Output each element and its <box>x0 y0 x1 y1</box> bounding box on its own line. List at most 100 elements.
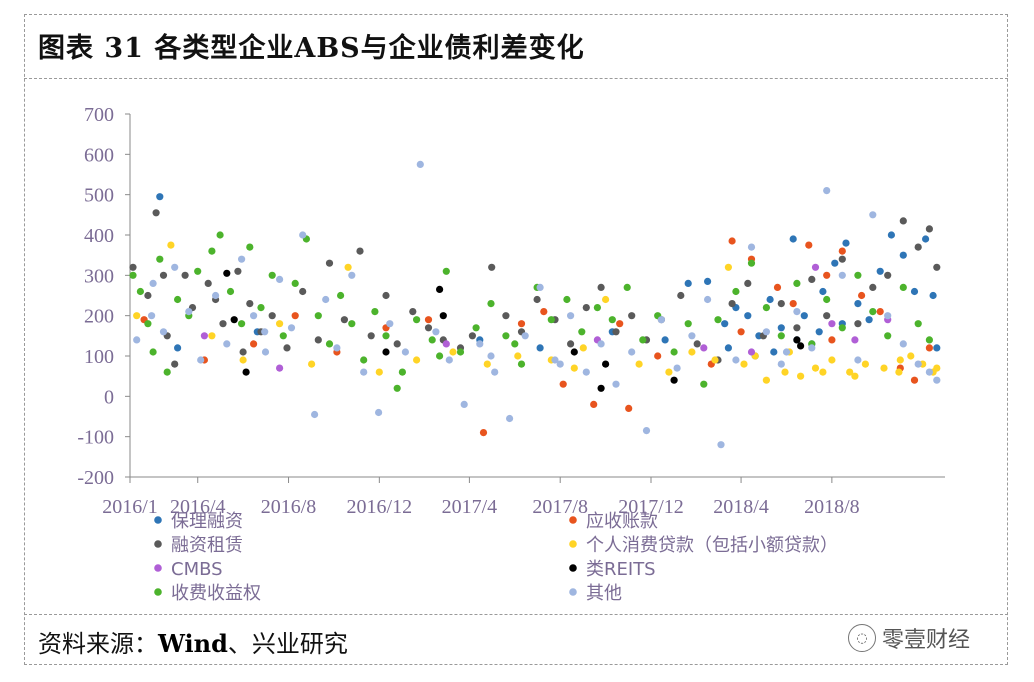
data-point <box>570 364 578 372</box>
x-tick-label: 2016/1 <box>102 496 158 518</box>
data-point <box>223 340 231 348</box>
data-point <box>393 340 401 348</box>
y-tick-label: 100 <box>84 346 114 368</box>
data-point <box>714 316 722 324</box>
data-point <box>579 344 587 352</box>
legend-label: 其他 <box>586 583 622 604</box>
data-point <box>793 336 801 344</box>
legend-label: 收费收益权 <box>171 583 261 604</box>
data-point <box>782 348 791 356</box>
data-point <box>578 328 586 336</box>
data-point <box>654 352 662 360</box>
data-point <box>348 271 356 279</box>
data-point <box>933 344 941 352</box>
data-point <box>688 332 696 340</box>
data-point <box>899 251 907 259</box>
data-point <box>914 360 922 368</box>
data-point <box>744 279 752 287</box>
data-point <box>728 237 736 245</box>
data-point <box>865 316 873 324</box>
data-point <box>899 340 907 348</box>
data-point <box>413 356 421 364</box>
data-point <box>416 160 424 168</box>
data-point <box>371 308 379 316</box>
data-point <box>925 344 934 352</box>
data-point <box>747 348 756 356</box>
data-point <box>257 304 265 312</box>
y-tick-label: 700 <box>84 104 114 126</box>
data-point <box>432 328 440 336</box>
data-point <box>314 336 322 344</box>
data-point <box>884 271 892 279</box>
data-point <box>238 255 246 263</box>
data-point <box>393 384 401 392</box>
data-point <box>144 291 152 300</box>
y-tick-label: 0 <box>104 386 114 408</box>
data-point <box>854 320 862 328</box>
data-point <box>732 356 740 364</box>
figure-title: 图表 31 各类型企业ABS与企业债利差变化 <box>38 33 585 64</box>
data-point <box>808 275 816 283</box>
data-point <box>869 283 877 291</box>
data-point <box>789 300 797 308</box>
data-point <box>819 287 827 296</box>
data-point <box>861 360 870 368</box>
data-point <box>375 408 383 417</box>
data-point <box>704 295 712 304</box>
data-point <box>551 356 559 364</box>
title-divider <box>24 78 1008 79</box>
data-point <box>811 263 820 271</box>
data-point <box>436 285 444 293</box>
data-point <box>582 368 590 376</box>
legend-marker <box>154 516 162 524</box>
data-point <box>777 300 785 308</box>
data-point <box>828 356 836 364</box>
data-point <box>133 336 141 344</box>
data-point <box>899 283 907 291</box>
data-point <box>884 312 892 320</box>
data-point <box>593 304 602 312</box>
data-point <box>797 342 805 350</box>
data-point <box>732 287 740 296</box>
source-prefix: 资料来源： <box>38 630 158 658</box>
data-point <box>823 271 831 279</box>
legend-marker <box>569 588 577 596</box>
x-tick-label: 2017/12 <box>618 496 684 518</box>
x-tick-label: 2016/12 <box>347 496 413 518</box>
data-point <box>348 320 356 328</box>
data-point <box>602 295 610 304</box>
data-point <box>174 295 182 304</box>
y-tick-label: 600 <box>84 144 114 166</box>
data-point <box>212 291 220 300</box>
data-point <box>163 368 171 376</box>
data-point <box>828 320 836 328</box>
data-point <box>602 360 610 368</box>
data-point <box>279 332 287 340</box>
data-point <box>711 356 719 364</box>
data-point <box>623 283 631 291</box>
data-point <box>386 320 394 328</box>
legend-marker <box>569 516 577 524</box>
data-point <box>360 356 368 364</box>
y-tick-label: -100 <box>77 427 114 449</box>
data-point <box>724 263 733 271</box>
data-point <box>747 259 756 267</box>
data-point <box>693 340 701 348</box>
data-point <box>838 324 846 332</box>
data-point <box>869 308 877 316</box>
data-point <box>521 332 529 340</box>
data-point <box>216 231 224 239</box>
data-point <box>590 400 598 408</box>
data-point <box>511 340 519 348</box>
data-point <box>171 360 179 368</box>
data-point <box>851 336 859 344</box>
data-point <box>367 332 375 340</box>
data-point <box>242 368 250 376</box>
data-point <box>740 360 748 368</box>
data-point <box>287 324 296 332</box>
data-point <box>356 247 364 255</box>
data-point <box>238 320 246 328</box>
data-point <box>616 320 624 328</box>
y-tick-label: -200 <box>77 467 114 489</box>
